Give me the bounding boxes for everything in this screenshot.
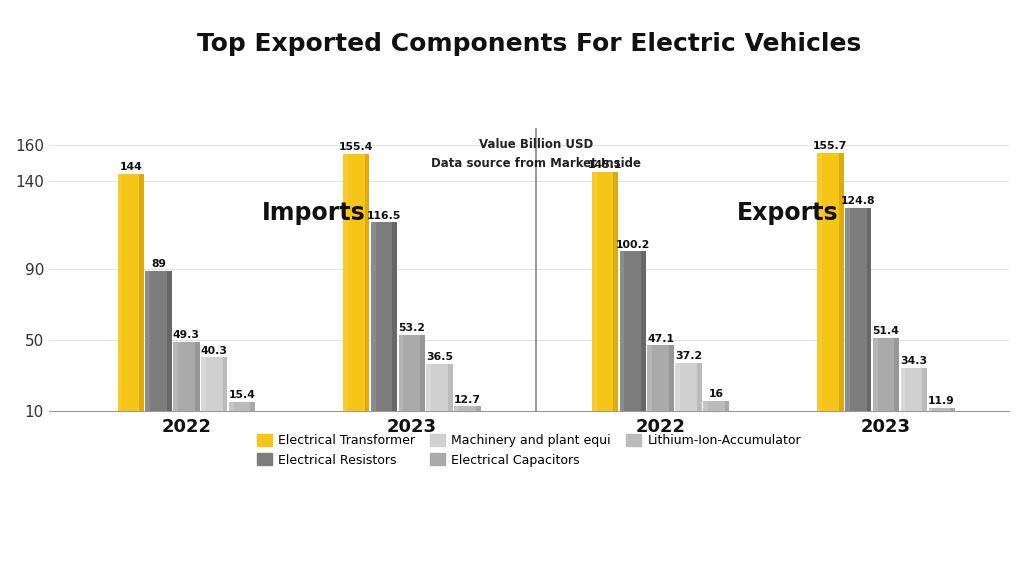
Text: Imports: Imports [262, 200, 366, 225]
Bar [901, 368, 905, 411]
Bar [845, 208, 871, 411]
Bar [839, 153, 844, 411]
Text: 116.5: 116.5 [367, 211, 401, 221]
Bar [195, 342, 200, 411]
Bar [697, 363, 701, 411]
Text: 34.3: 34.3 [900, 357, 928, 366]
Bar [929, 408, 933, 411]
Text: 40.3: 40.3 [201, 346, 227, 356]
Bar [167, 271, 172, 411]
Text: 47.1: 47.1 [647, 334, 674, 344]
Bar [398, 335, 403, 411]
Bar [455, 407, 459, 411]
Bar [669, 346, 674, 411]
Bar [845, 208, 850, 411]
Bar [929, 408, 954, 411]
Bar [365, 154, 370, 411]
Text: 53.2: 53.2 [398, 323, 425, 333]
Text: 145.1: 145.1 [588, 160, 623, 170]
Bar [426, 364, 453, 411]
Bar [620, 251, 625, 411]
Bar [420, 335, 425, 411]
Text: 51.4: 51.4 [872, 326, 899, 336]
Bar [817, 153, 844, 411]
Bar [145, 271, 151, 411]
Bar [343, 154, 348, 411]
Bar [647, 346, 652, 411]
Text: Value Billion USD
Data source from Market Inside: Value Billion USD Data source from Marke… [431, 138, 641, 170]
Text: 11.9: 11.9 [929, 396, 955, 406]
Bar [725, 400, 729, 411]
Text: 16: 16 [709, 389, 724, 399]
Bar [139, 174, 144, 411]
Bar [675, 363, 701, 411]
Bar [455, 407, 480, 411]
Bar [872, 338, 878, 411]
Bar [866, 208, 871, 411]
Bar [343, 154, 370, 411]
Bar [118, 174, 123, 411]
Text: 49.3: 49.3 [173, 329, 200, 340]
Bar [476, 407, 480, 411]
Bar [118, 174, 144, 411]
Bar [398, 335, 425, 411]
Bar [201, 358, 206, 411]
Bar [641, 251, 646, 411]
Title: Top Exported Components For Electric Vehicles: Top Exported Components For Electric Veh… [197, 32, 861, 56]
Text: Exports: Exports [737, 200, 839, 225]
Text: 155.7: 155.7 [813, 141, 848, 151]
Bar [703, 400, 729, 411]
Bar [173, 342, 178, 411]
Bar [426, 364, 431, 411]
Bar [173, 342, 200, 411]
Bar [449, 364, 453, 411]
Bar [201, 358, 227, 411]
Text: 37.2: 37.2 [675, 351, 702, 361]
Bar [251, 401, 255, 411]
Bar [592, 172, 618, 411]
Legend: Electrical Transformer, Electrical Resistors, Machinery and plant equi, Electric: Electrical Transformer, Electrical Resis… [252, 429, 806, 472]
Bar [901, 368, 927, 411]
Bar [923, 368, 927, 411]
Bar [392, 222, 397, 411]
Bar [817, 153, 822, 411]
Bar [371, 222, 397, 411]
Bar [371, 222, 376, 411]
Bar [895, 338, 899, 411]
Bar [592, 172, 597, 411]
Bar [613, 172, 618, 411]
Text: 89: 89 [152, 259, 166, 270]
Bar [872, 338, 899, 411]
Bar [703, 400, 708, 411]
Text: 12.7: 12.7 [454, 395, 481, 404]
Text: 15.4: 15.4 [228, 390, 256, 400]
Bar [222, 358, 227, 411]
Text: 100.2: 100.2 [615, 240, 650, 249]
Bar [647, 346, 674, 411]
Bar [145, 271, 172, 411]
Bar [229, 401, 255, 411]
Text: 144: 144 [120, 162, 142, 172]
Bar [620, 251, 646, 411]
Bar [675, 363, 680, 411]
Text: 155.4: 155.4 [339, 142, 374, 151]
Text: 36.5: 36.5 [426, 353, 454, 362]
Bar [229, 401, 233, 411]
Bar [950, 408, 954, 411]
Text: 124.8: 124.8 [841, 196, 876, 206]
